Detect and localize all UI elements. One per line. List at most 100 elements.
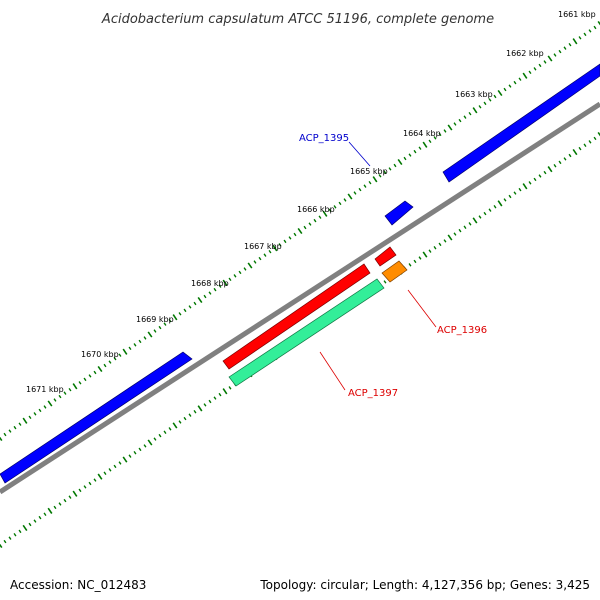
minor-tick — [568, 43, 572, 47]
major-tick — [147, 331, 153, 338]
gene-feature-forward-left[interactable] — [0, 351, 193, 484]
gene-feature-acp1397-cds[interactable] — [222, 263, 371, 370]
gene-feature-acp1397-track[interactable] — [228, 278, 385, 387]
minor-tick — [528, 181, 532, 185]
minor-tick — [268, 250, 272, 254]
minor-tick — [558, 49, 562, 54]
tick-label-1662: 1662 kbp — [506, 49, 544, 58]
minor-tick — [163, 430, 167, 434]
gene-label-acp1397[interactable]: ACP_1397 — [348, 388, 398, 399]
minor-tick — [78, 381, 82, 385]
major-tick — [297, 227, 303, 235]
tick-label-1665: 1665 kbp — [350, 167, 388, 176]
minor-tick — [458, 118, 462, 123]
minor-tick — [168, 319, 172, 323]
major-tick — [497, 200, 503, 207]
minor-tick — [33, 412, 37, 416]
major-tick — [422, 141, 428, 148]
callout-line-acp1396 — [407, 289, 437, 328]
minor-tick — [453, 232, 457, 236]
major-tick — [372, 176, 378, 183]
gene-feature-rna[interactable] — [381, 260, 408, 283]
minor-tick — [538, 63, 542, 68]
major-tick — [72, 383, 78, 390]
minor-tick — [293, 232, 297, 237]
minor-tick — [428, 139, 432, 143]
minor-tick — [468, 222, 472, 226]
minor-tick — [208, 399, 212, 404]
minor-tick — [368, 181, 372, 185]
major-tick — [572, 148, 578, 156]
minor-tick — [283, 239, 287, 244]
minor-tick — [588, 29, 592, 33]
major-tick — [397, 158, 403, 166]
minor-tick — [28, 522, 32, 527]
gene-label-acp1396[interactable]: ACP_1396 — [437, 325, 487, 336]
minor-tick — [203, 403, 207, 407]
major-tick — [97, 365, 103, 373]
minor-tick — [383, 280, 387, 284]
major-tick — [347, 193, 353, 200]
minor-tick — [113, 356, 117, 361]
minor-tick — [8, 429, 12, 433]
minor-tick — [318, 215, 322, 219]
minor-tick — [413, 259, 417, 264]
minor-tick — [213, 287, 217, 292]
map-title: Acidobacterium capsulatum ATCC 51196, co… — [101, 12, 494, 27]
minor-tick — [588, 140, 592, 144]
major-tick — [447, 124, 453, 131]
topology-summary: Topology: circular; Length: 4,127,356 bp… — [260, 578, 590, 592]
minor-tick — [228, 386, 232, 390]
major-tick — [272, 245, 278, 252]
major-tick — [222, 388, 228, 395]
minor-tick — [63, 391, 67, 395]
minor-tick — [218, 284, 222, 288]
minor-tick — [88, 481, 92, 486]
minor-tick — [488, 98, 492, 102]
major-tick — [97, 473, 103, 480]
minor-tick — [563, 157, 567, 161]
minor-tick — [53, 398, 57, 402]
minor-tick — [408, 153, 412, 157]
gene-feature-acp1395[interactable] — [384, 200, 414, 226]
tick-label-1661: 1661 kbp — [558, 10, 596, 19]
minor-tick — [68, 388, 72, 392]
minor-tick — [93, 370, 97, 375]
tick-label-1668: 1668 kbp — [191, 279, 229, 288]
minor-tick — [143, 336, 147, 340]
minor-tick — [3, 539, 7, 544]
minor-tick — [13, 533, 17, 537]
minor-tick — [503, 87, 507, 92]
minor-tick — [133, 343, 137, 347]
minor-tick — [183, 416, 187, 421]
minor-tick — [153, 329, 157, 333]
minor-tick — [228, 277, 232, 281]
gene-feature-acp1396-cds[interactable] — [374, 246, 397, 267]
minor-tick — [383, 170, 387, 175]
minor-tick — [28, 415, 32, 419]
minor-tick — [3, 432, 7, 437]
minor-tick — [183, 308, 187, 313]
gene-feature-forward-right[interactable] — [442, 63, 600, 183]
major-tick — [197, 296, 203, 304]
minor-tick — [203, 294, 207, 299]
major-tick — [447, 234, 453, 241]
minor-tick — [563, 46, 567, 50]
minor-tick — [508, 194, 512, 199]
minor-tick — [253, 260, 257, 264]
major-tick — [47, 400, 53, 407]
minor-tick — [388, 167, 392, 171]
minor-tick — [258, 256, 262, 261]
major-tick — [422, 251, 428, 258]
minor-tick — [158, 433, 162, 438]
minor-tick — [438, 242, 442, 247]
major-tick — [247, 262, 253, 269]
minor-tick — [153, 437, 157, 441]
minor-tick — [583, 143, 587, 147]
gene-label-acp1395[interactable]: ACP_1395 — [299, 133, 349, 144]
minor-tick — [403, 156, 407, 161]
minor-tick — [118, 461, 122, 465]
accession-text: Accession: NC_012483 — [10, 578, 147, 592]
minor-tick — [518, 187, 522, 192]
